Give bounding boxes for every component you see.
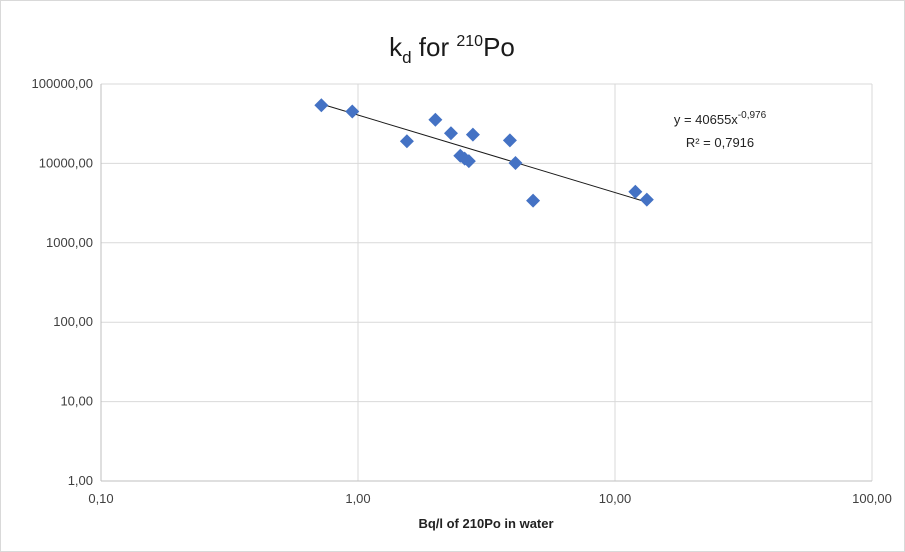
x-tick-label: 1,00: [345, 491, 370, 506]
data-point: [314, 98, 329, 113]
title-subscript: d: [402, 48, 411, 67]
title-superscript: 210: [456, 33, 483, 50]
x-tick-label: 0,10: [88, 491, 113, 506]
chart-title: kd for 210Po: [389, 32, 515, 67]
data-point: [465, 127, 480, 142]
tick-labels: 0,10 1,00 10,00 100,00 1,00 10,00 100,00 1000,0…: [32, 76, 892, 506]
x-axis-label: Bq/l of 210Po in water: [418, 516, 553, 531]
gridlines: [101, 83, 873, 481]
data-point: [628, 184, 643, 199]
data-point: [639, 192, 654, 207]
trendline: [325, 104, 647, 203]
x-tick-label: 10,00: [599, 491, 632, 506]
data-point: [508, 156, 523, 171]
y-tick-label: 100000,00: [32, 76, 93, 91]
axes: [100, 84, 872, 482]
y-tick-label: 1000,00: [46, 235, 93, 250]
y-tick-label: 1,00: [68, 473, 93, 488]
data-points: [314, 98, 654, 208]
y-tick-label: 100,00: [53, 314, 93, 329]
data-point: [443, 126, 458, 141]
data-point: [526, 193, 541, 208]
trendline-equation: y = 40655x-0,976: [674, 110, 767, 127]
data-point: [345, 104, 360, 119]
data-point: [461, 154, 476, 169]
trendline-layer: [325, 104, 647, 203]
data-point: [428, 112, 443, 127]
data-point: [399, 134, 414, 149]
data-point: [502, 133, 517, 148]
r-squared-label: R² = 0,7916: [686, 135, 754, 150]
x-tick-label: 100,00: [852, 491, 892, 506]
y-tick-label: 10000,00: [39, 155, 93, 170]
y-tick-label: 10,00: [60, 394, 93, 409]
